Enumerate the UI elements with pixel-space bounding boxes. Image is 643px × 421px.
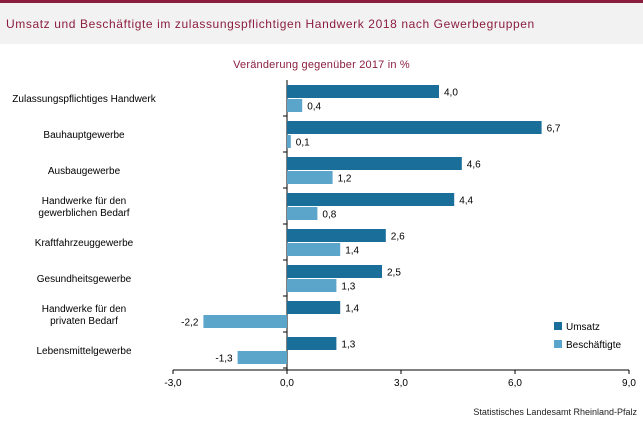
data-label: 1,3 xyxy=(341,340,355,351)
bar-beschaeftigte xyxy=(287,135,291,148)
bar-beschaeftigte xyxy=(287,279,337,292)
bar-beschaeftigte xyxy=(287,171,333,184)
chart-title: Umsatz und Beschäftigte im zulassungspfl… xyxy=(6,17,535,31)
bar-beschaeftigte xyxy=(287,243,341,256)
top-accent-bar xyxy=(0,0,643,3)
data-label: 0,8 xyxy=(322,210,336,221)
legend-label: Beschäftigte xyxy=(566,340,621,351)
category-label: Handwerke für den privaten Bedarf xyxy=(42,304,127,327)
bar-umsatz xyxy=(287,121,542,134)
bar-beschaeftigte xyxy=(287,207,318,220)
data-label: 2,6 xyxy=(391,232,405,243)
bar-umsatz xyxy=(287,157,462,170)
data-label: 0,1 xyxy=(296,138,310,149)
data-label: 6,7 xyxy=(547,124,561,135)
x-tick-label: 6,0 xyxy=(508,378,522,389)
category-label: Lebensmittelgewerbe xyxy=(36,346,131,357)
x-tick-label: 9,0 xyxy=(622,378,636,389)
category-label: Handwerke für den gewerblichen Bedarf xyxy=(38,196,129,219)
category-label: Kraftfahrzeuggewerbe xyxy=(35,238,134,249)
data-label: 4,6 xyxy=(467,160,481,171)
category-label: Ausbaugewerbe xyxy=(48,166,121,177)
bar-umsatz xyxy=(287,265,382,278)
bar-beschaeftigte xyxy=(287,99,303,112)
category-label: Zulassungspflichtiges Handwerk xyxy=(12,94,156,105)
data-label: -2,2 xyxy=(181,318,199,329)
data-label: 1,2 xyxy=(338,174,352,185)
x-tick-label: 3,0 xyxy=(394,378,408,389)
bar-umsatz xyxy=(287,229,386,242)
bar-umsatz xyxy=(287,301,341,314)
legend-label: Umsatz xyxy=(566,322,600,333)
chart-subtitle: Veränderung gegenüber 2017 in % xyxy=(233,59,410,71)
data-label: 0,4 xyxy=(307,102,321,113)
data-label: 4,0 xyxy=(444,88,458,99)
category-label: Bauhauptgewerbe xyxy=(43,130,125,141)
legend-swatch xyxy=(554,340,562,348)
data-label: 1,4 xyxy=(345,304,359,315)
x-tick-label: -3,0 xyxy=(164,378,182,389)
category-label: Gesundheitsgewerbe xyxy=(37,274,132,285)
data-label: 1,4 xyxy=(345,246,359,257)
bar-beschaeftigte xyxy=(203,315,287,328)
bar-umsatz xyxy=(287,337,337,350)
data-label: 2,5 xyxy=(387,268,401,279)
data-label: 4,4 xyxy=(459,196,473,207)
source-note: Statistisches Landesamt Rheinland-Pfalz xyxy=(473,407,637,417)
bar-beschaeftigte xyxy=(237,351,287,364)
x-tick-label: 0,0 xyxy=(280,378,294,389)
bar-umsatz xyxy=(287,193,455,206)
bar-umsatz xyxy=(287,85,439,98)
header-band: Umsatz und Beschäftigte im zulassungspfl… xyxy=(0,3,643,44)
data-label: -1,3 xyxy=(215,354,233,365)
data-label: 1,3 xyxy=(341,282,355,293)
legend-swatch xyxy=(554,322,562,330)
